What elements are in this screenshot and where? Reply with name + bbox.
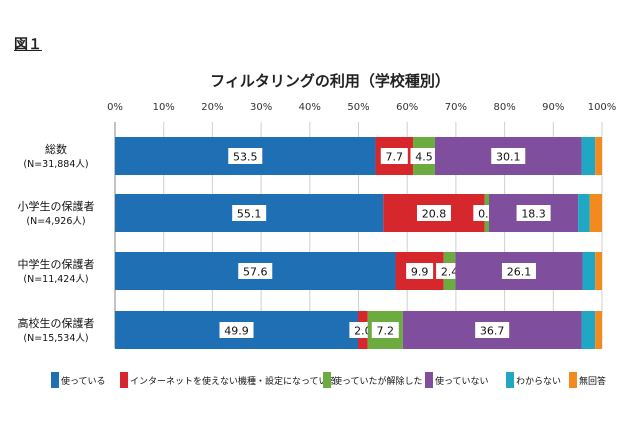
data-label-box: [219, 322, 254, 338]
data-label: 2.4: [441, 266, 459, 279]
data-label-box: [228, 148, 263, 164]
data-label-box: [475, 322, 510, 338]
x-tick-label: 50%: [347, 102, 369, 113]
x-tick-label: 20%: [201, 102, 223, 113]
figure-label: 図１: [14, 37, 42, 53]
data-label: 2.0: [354, 325, 372, 338]
x-tick-label: 40%: [299, 102, 321, 113]
category-label: 小学生の保護者: [18, 199, 95, 213]
data-label: 9.9: [411, 266, 429, 279]
data-label: 18.3: [521, 208, 546, 221]
legend-swatch: [569, 372, 577, 388]
chart-title: フィルタリングの利用（学校種別）: [210, 72, 450, 90]
x-tick-label: 90%: [542, 102, 564, 113]
data-label: 7.7: [386, 151, 404, 164]
data-label-box: [406, 263, 434, 279]
x-tick-label: 60%: [396, 102, 418, 113]
legend-swatch: [506, 372, 514, 388]
category-n-label: (N=31,884人): [23, 159, 88, 170]
data-label-box: [516, 205, 551, 221]
category-label: 高校生の保護者: [18, 316, 95, 330]
x-tick-label: 100%: [588, 102, 617, 113]
legend-label: 無回答: [579, 375, 606, 387]
category-n-label: (N=15,534人): [23, 333, 88, 344]
data-label-box: [410, 148, 438, 164]
legend-label: 使っていたが解除した: [333, 375, 423, 387]
legend-swatch: [120, 372, 128, 388]
data-label: 57.6: [243, 266, 268, 279]
legend-label: 使っていない: [435, 375, 489, 387]
bar-segment: [595, 137, 602, 175]
category-n-label: (N=4,926人): [26, 216, 85, 227]
data-label-box: [416, 205, 451, 221]
data-label: 49.9: [224, 325, 249, 338]
data-label: 7.2: [377, 325, 395, 338]
data-label: 36.7: [480, 325, 505, 338]
data-label-box: [232, 205, 267, 221]
legend-label: インターネットを使えない機種・設定になっている: [130, 375, 337, 387]
x-tick-label: 30%: [250, 102, 272, 113]
bar-segment: [581, 137, 596, 175]
x-tick-label: 0%: [107, 102, 123, 113]
data-label: 30.1: [496, 151, 521, 164]
data-label: 20.8: [422, 208, 447, 221]
data-label-box: [371, 322, 399, 338]
data-label-box: [501, 263, 536, 279]
category-label: 総数: [45, 142, 67, 156]
data-label: 4.5: [415, 151, 433, 164]
legend-swatch: [323, 372, 331, 388]
data-label-box: [491, 148, 526, 164]
legend-swatch: [51, 372, 59, 388]
x-tick-label: 70%: [445, 102, 467, 113]
data-label: 53.5: [233, 151, 258, 164]
bar-segment: [595, 252, 602, 290]
data-label-box: [380, 148, 408, 164]
legend-label: わからない: [516, 376, 561, 387]
legend-swatch: [425, 372, 433, 388]
category-label: 中学生の保護者: [18, 257, 95, 271]
bar-segment: [582, 252, 596, 290]
x-tick-label: 10%: [153, 102, 175, 113]
data-label-box: [238, 263, 273, 279]
bar-segment: [578, 194, 590, 232]
bar-segment: [589, 194, 602, 232]
legend-label: 使っている: [61, 375, 106, 387]
bar-segment: [581, 311, 596, 349]
bar-segment: [595, 311, 602, 349]
category-n-label: (N=11,424人): [23, 274, 88, 285]
data-label: 26.1: [507, 266, 532, 279]
x-tick-label: 80%: [493, 102, 515, 113]
data-label: 55.1: [237, 208, 262, 221]
